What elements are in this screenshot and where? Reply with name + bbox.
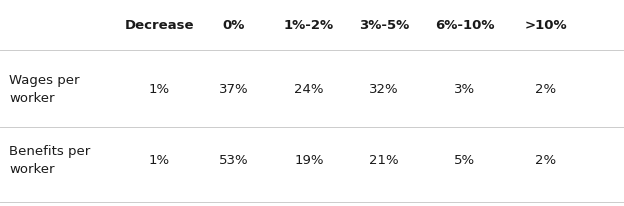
Text: 3%: 3% xyxy=(454,83,475,96)
Text: 2%: 2% xyxy=(535,154,557,167)
Text: 0%: 0% xyxy=(223,19,245,32)
Text: 37%: 37% xyxy=(219,83,249,96)
Text: 3%-5%: 3%-5% xyxy=(359,19,409,32)
Text: 21%: 21% xyxy=(369,154,399,167)
Text: 19%: 19% xyxy=(294,154,324,167)
Text: Wages per
worker: Wages per worker xyxy=(9,74,80,105)
Text: 1%: 1% xyxy=(149,83,170,96)
Text: 5%: 5% xyxy=(454,154,475,167)
Text: 1%-2%: 1%-2% xyxy=(284,19,334,32)
Text: Benefits per
worker: Benefits per worker xyxy=(9,145,90,176)
Text: >10%: >10% xyxy=(525,19,567,32)
Text: 6%-10%: 6%-10% xyxy=(435,19,495,32)
Text: Decrease: Decrease xyxy=(124,19,194,32)
Text: 32%: 32% xyxy=(369,83,399,96)
Text: 2%: 2% xyxy=(535,83,557,96)
Text: 53%: 53% xyxy=(219,154,249,167)
Text: 24%: 24% xyxy=(294,83,324,96)
Text: 1%: 1% xyxy=(149,154,170,167)
